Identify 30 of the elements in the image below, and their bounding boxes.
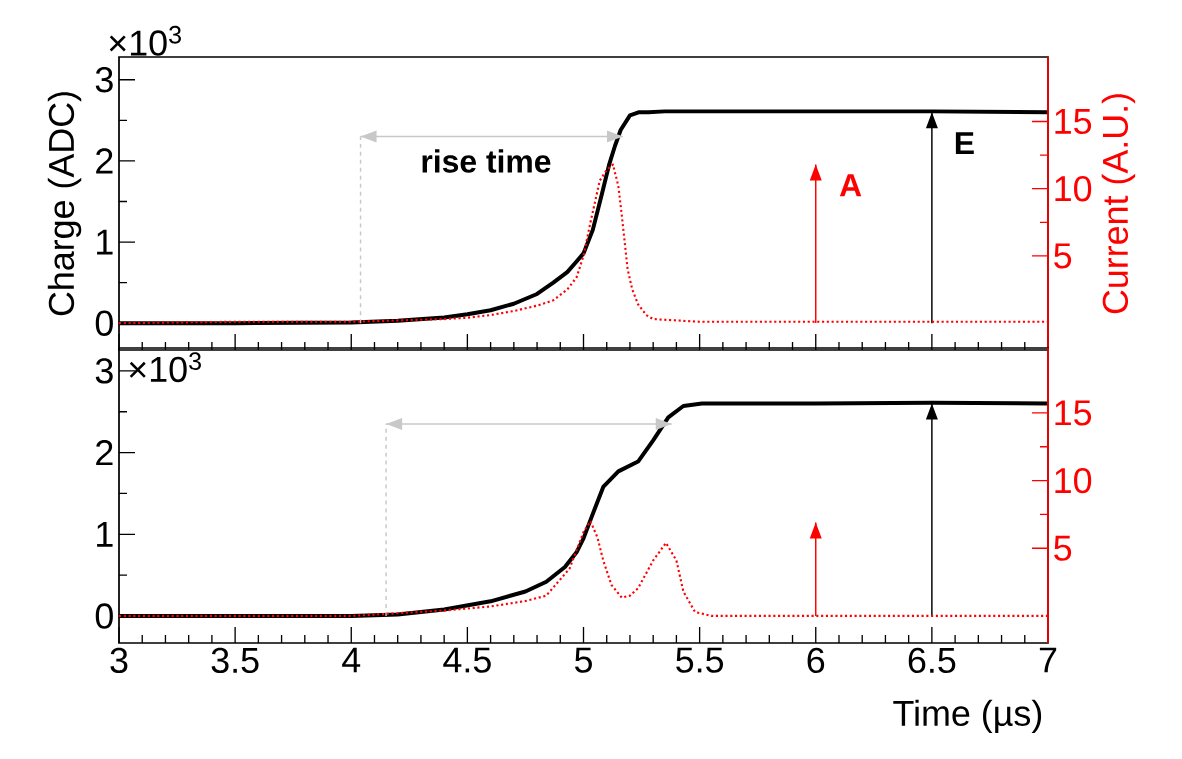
y2-tick-label: 10 bbox=[1055, 176, 1092, 202]
y-axis-title: Charge (ADC) bbox=[47, 92, 82, 316]
y2-tick-label: 10 bbox=[1055, 467, 1092, 494]
y2-axis-title: Current (A.U.) bbox=[1101, 94, 1136, 314]
y2-tick-label: 15 bbox=[1055, 400, 1092, 426]
y-tick-label: 3 bbox=[95, 67, 113, 93]
x-tick-label: 5.5 bbox=[676, 647, 724, 673]
y2-tick-label: 5 bbox=[1054, 535, 1072, 561]
x-tick-label: 7 bbox=[1039, 647, 1057, 673]
x-tick-label: 5 bbox=[574, 647, 592, 673]
annotation: ×10$^{3}$ bbox=[129, 352, 201, 383]
x-tick-label: 4 bbox=[342, 647, 361, 673]
y2-tick-label: 5 bbox=[1054, 243, 1072, 269]
x-axis-title: Time (µs) bbox=[893, 699, 1042, 734]
annotation: A bbox=[839, 174, 862, 197]
x-tick-label: 3.5 bbox=[211, 647, 259, 674]
annotation: rise time bbox=[422, 149, 551, 173]
y-tick-label: 3 bbox=[95, 358, 113, 384]
y-tick-label: 2 bbox=[96, 148, 113, 174]
y-tick-label: 1 bbox=[97, 229, 113, 255]
annotation: E bbox=[955, 132, 974, 155]
x-tick-label: 4.5 bbox=[443, 647, 491, 673]
x-tick-label: 6.5 bbox=[908, 647, 956, 674]
y-tick-label: 1 bbox=[97, 521, 113, 547]
y-tick-label: 0 bbox=[95, 310, 113, 336]
x-tick-label: 6 bbox=[807, 647, 825, 674]
y-tick-label: 0 bbox=[95, 603, 113, 629]
y2-tick-label: 15 bbox=[1055, 108, 1092, 135]
text: ×10$^{3}$ bbox=[109, 25, 181, 56]
y-tick-label: 2 bbox=[96, 440, 113, 466]
